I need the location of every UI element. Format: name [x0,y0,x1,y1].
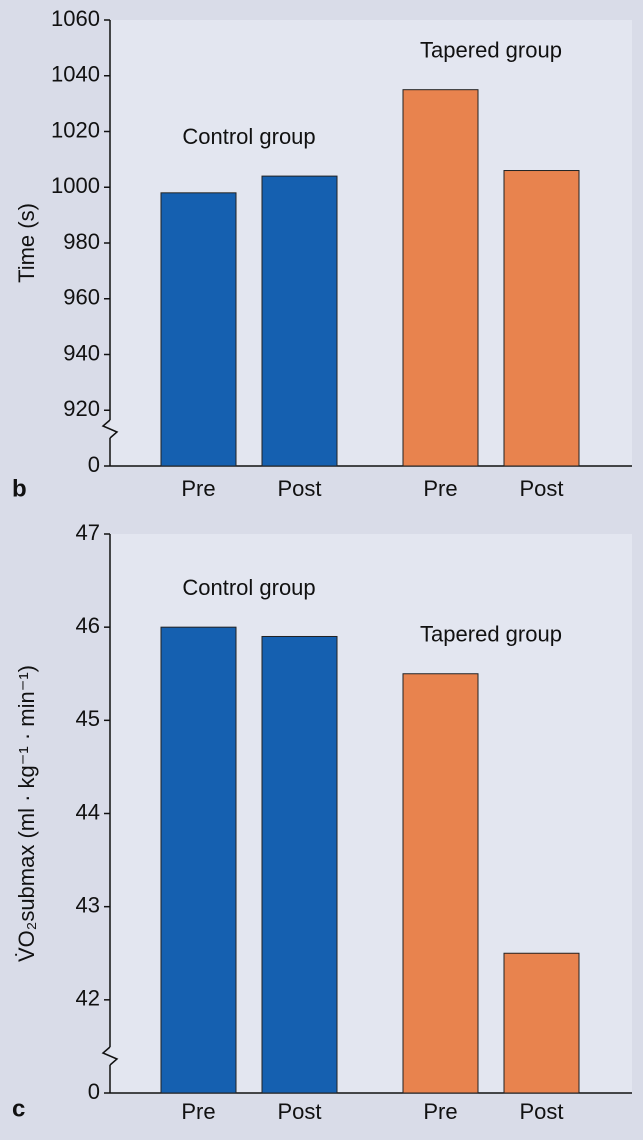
panel-label: c [12,1095,25,1122]
bar [503,952,580,1094]
x-tick-label: Post [277,476,321,501]
group-label: Tapered group [420,38,562,63]
y-axis-title: V̇O₂submax (ml · kg⁻¹ · min⁻¹) [14,665,39,962]
bar [503,170,580,467]
y-tick-label: 1060 [51,6,100,31]
x-tick-label: Pre [181,1099,215,1124]
y-axis-title: Time (s) [14,203,39,283]
y-tick-label: 940 [63,340,100,365]
y-tick-label: 46 [76,613,100,638]
group-label: Control group [182,124,315,149]
x-tick-label: Post [277,1099,321,1124]
y-tick-label: 920 [63,396,100,421]
bar [160,192,237,467]
group-label: Control group [182,575,315,600]
bar [402,89,479,467]
x-tick-label: Post [519,476,563,501]
y-tick-label: 1020 [51,117,100,142]
y-tick-label: 43 [76,892,100,917]
y-tick-label: 960 [63,285,100,310]
y-tick-label: 0 [88,1079,100,1104]
bar [160,626,237,1094]
x-tick-label: Pre [423,476,457,501]
bar [261,175,338,467]
group-label: Tapered group [420,622,562,647]
y-tick-label: 42 [76,986,100,1011]
y-tick-label: 1040 [51,62,100,87]
bar [261,635,338,1094]
y-tick-label: 45 [76,706,100,731]
axis-break [101,1046,119,1066]
y-tick-label: 0 [88,452,100,477]
y-tick-label: 44 [76,799,100,824]
y-tick-label: 1000 [51,173,100,198]
axis-break [101,419,119,439]
bar [402,673,479,1094]
y-tick-label: 980 [63,229,100,254]
x-tick-label: Pre [181,476,215,501]
y-tick-label: 47 [76,520,100,545]
x-tick-label: Pre [423,1099,457,1124]
panel-label: b [12,475,27,502]
x-tick-label: Post [519,1099,563,1124]
